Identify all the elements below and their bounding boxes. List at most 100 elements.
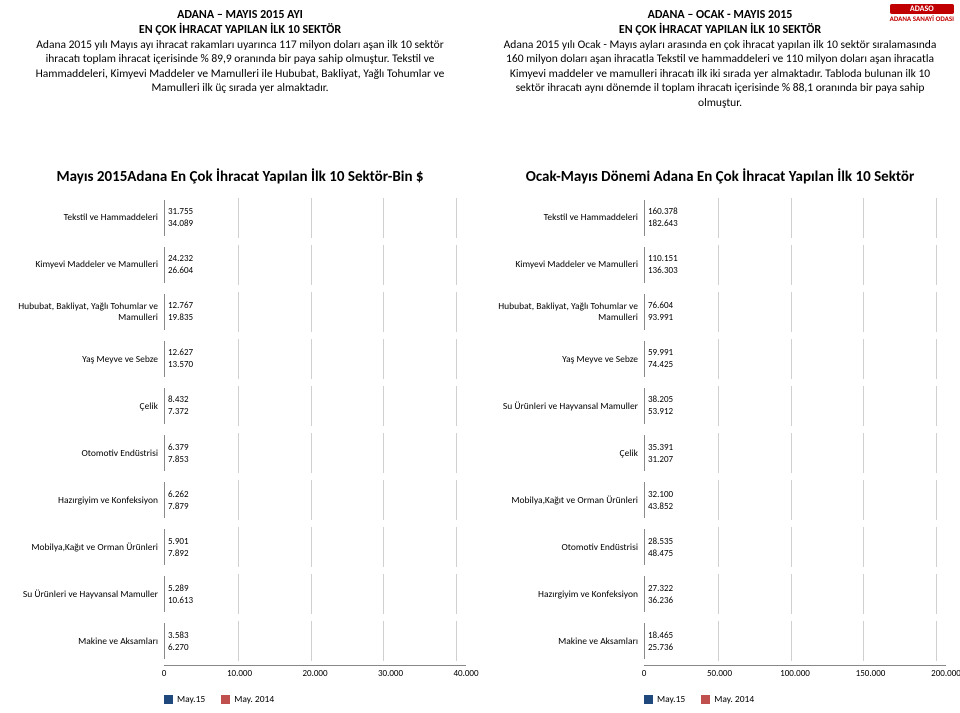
bar-value: 7.372 (165, 406, 189, 417)
bar-value: 24.232 (165, 253, 193, 264)
bar-value: 74.425 (645, 359, 673, 370)
category-label: Su Ürünleri ve Hayvansal Mamuller (494, 401, 644, 411)
bar-cell: 3.5836.270 (164, 623, 456, 659)
left-legend: May.15 May. 2014 (164, 693, 466, 705)
axis-tick: 10.000 (227, 668, 252, 679)
bar-value: 6.379 (165, 442, 189, 453)
chart-row: Makine ve Aksamları18.46525.736 (494, 623, 936, 659)
bar-value: 43.852 (645, 501, 673, 512)
bar-cell: 5.9017.892 (164, 529, 456, 565)
right-body: Adana 2015 yılı Ocak - Mayıs ayları aras… (500, 38, 940, 110)
axis-tick: 30.000 (378, 668, 403, 679)
bar-value: 6.262 (165, 489, 189, 500)
adaso-logo: ADASO ADANA SANAYİ ODASI (890, 4, 954, 22)
bar-value: 12.627 (165, 347, 193, 358)
logo-top: ADASO (890, 4, 954, 14)
bar-value: 31.755 (165, 206, 193, 217)
category-label: Tekstil ve Hammaddeleri (14, 212, 164, 222)
chart-row: Su Ürünleri ve Hayvansal Mamuller5.28910… (14, 576, 456, 612)
legend-label: May.15 (177, 693, 205, 705)
bar-cell: 28.53548.475 (644, 529, 936, 565)
category-label: Çelik (494, 448, 644, 458)
bar-value: 12.767 (165, 300, 193, 311)
bar-value: 53.912 (645, 406, 673, 417)
category-label: Hazırgiyim ve Konfeksiyon (14, 495, 164, 505)
left-chart: Tekstil ve Hammaddeleri31.75534.089 Kimye… (14, 194, 466, 705)
legend-label: May. 2014 (234, 693, 274, 705)
right-axis: 050.000100.000150.000200.000 (494, 665, 946, 691)
category-label: Tekstil ve Hammaddeleri (494, 212, 644, 222)
category-label: Hububat, Bakliyat, Yağlı Tohumlar ve Mam… (494, 301, 644, 322)
bar-value: 3.583 (165, 630, 189, 641)
bar-value: 76.604 (645, 300, 673, 311)
bar-value: 5.289 (165, 583, 189, 594)
logo-bottom: ADANA SANAYİ ODASI (890, 15, 954, 22)
chart-row: Su Ürünleri ve Hayvansal Mamuller38.2055… (494, 388, 936, 424)
bar-value: 34.089 (165, 218, 193, 229)
legend-label: May. 2014 (714, 693, 754, 705)
bar-value: 5.901 (165, 536, 189, 547)
category-label: Makine ve Aksamları (494, 636, 644, 646)
legend-label: May.15 (657, 693, 685, 705)
chart-row: Tekstil ve Hammaddeleri160.378182.643 (494, 200, 936, 236)
chart-row: Hazırgiyim ve Konfeksiyon27.32236.236 (494, 576, 936, 612)
bar-value: 26.604 (165, 265, 193, 276)
chart-row: Otomotiv Endüstrisi6.3797.853 (14, 435, 456, 471)
chart-row: Hazırgiyim ve Konfeksiyon6.2627.879 (14, 482, 456, 518)
bar-value: 32.100 (645, 489, 673, 500)
left-header: ADANA – MAYIS 2015 AYI EN ÇOK İHRACAT YA… (14, 8, 466, 158)
bar-value: 8.432 (165, 394, 189, 405)
bar-value: 6.270 (165, 642, 189, 653)
chart-row: Otomotiv Endüstrisi28.53548.475 (494, 529, 936, 565)
bar-cell: 24.23226.604 (164, 247, 456, 283)
bar-cell: 6.2627.879 (164, 482, 456, 518)
right-panel: ADASO ADANA SANAYİ ODASI ADANA – OCAK - … (480, 0, 960, 713)
bar-value: 28.535 (645, 536, 673, 547)
category-label: Otomotiv Endüstrisi (14, 448, 164, 458)
bar-value: 93.991 (645, 312, 673, 323)
axis-tick: 50.000 (707, 668, 732, 679)
bar-value: 182.643 (645, 218, 678, 229)
bar-cell: 76.60493.991 (644, 294, 936, 330)
category-label: Kimyevi Maddeler ve Mamulleri (494, 259, 644, 269)
left-axis: 010.00020.00030.00040.000 (14, 665, 466, 691)
category-label: Kimyevi Maddeler ve Mamulleri (14, 259, 164, 269)
bar-value: 35.391 (645, 442, 673, 453)
chart-row: Kimyevi Maddeler ve Mamulleri110.151136.… (494, 247, 936, 283)
chart-row: Çelik35.39131.207 (494, 435, 936, 471)
category-label: Yaş Meyve ve Sebze (14, 354, 164, 364)
right-chart-title: Ocak-Mayıs Dönemi Adana En Çok İhracat Y… (494, 168, 946, 186)
bar-value: 110.151 (645, 253, 678, 264)
bar-value: 7.879 (165, 501, 189, 512)
left-chart-title: Mayıs 2015Adana En Çok İhracat Yapılan İ… (14, 168, 466, 186)
bar-cell: 110.151136.303 (644, 247, 936, 283)
chart-row: Mobilya,Kağıt ve Orman Ürünleri32.10043.… (494, 482, 936, 518)
bar-cell: 160.378182.643 (644, 200, 936, 236)
chart-row: Hububat, Bakliyat, Yağlı Tohumlar ve Mam… (14, 294, 456, 330)
bar-value: 160.378 (645, 206, 678, 217)
category-label: Mobilya,Kağıt ve Orman Ürünleri (494, 495, 644, 505)
bar-cell: 12.62713.570 (164, 341, 456, 377)
chart-row: Çelik8.4327.372 (14, 388, 456, 424)
axis-tick: 20.000 (302, 668, 327, 679)
category-label: Otomotiv Endüstrisi (494, 542, 644, 552)
axis-tick: 0 (162, 668, 167, 679)
category-label: Hububat, Bakliyat, Yağlı Tohumlar ve Mam… (14, 301, 164, 322)
bar-value: 38.205 (645, 394, 673, 405)
axis-tick: 150.000 (856, 668, 886, 679)
chart-row: Kimyevi Maddeler ve Mamulleri24.23226.60… (14, 247, 456, 283)
axis-tick: 0 (642, 668, 647, 679)
category-label: Mobilya,Kağıt ve Orman Ürünleri (14, 542, 164, 552)
left-body: Adana 2015 yılı Mayıs ayı ihracat rakaml… (20, 38, 460, 96)
bar-value: 48.475 (645, 548, 673, 559)
bar-cell: 6.3797.853 (164, 435, 456, 471)
bar-cell: 59.99174.425 (644, 341, 936, 377)
category-label: Makine ve Aksamları (14, 636, 164, 646)
bar-cell: 12.76719.835 (164, 294, 456, 330)
left-title-2: EN ÇOK İHRACAT YAPILAN İLK 10 SEKTÖR (20, 23, 460, 38)
bar-value: 18.465 (645, 630, 673, 641)
chart-row: Yaş Meyve ve Sebze12.62713.570 (14, 341, 456, 377)
bar-value: 25.736 (645, 642, 673, 653)
bar-cell: 32.10043.852 (644, 482, 936, 518)
right-title-2: EN ÇOK İHRACAT YAPILAN İLK 10 SEKTÖR (500, 23, 940, 38)
